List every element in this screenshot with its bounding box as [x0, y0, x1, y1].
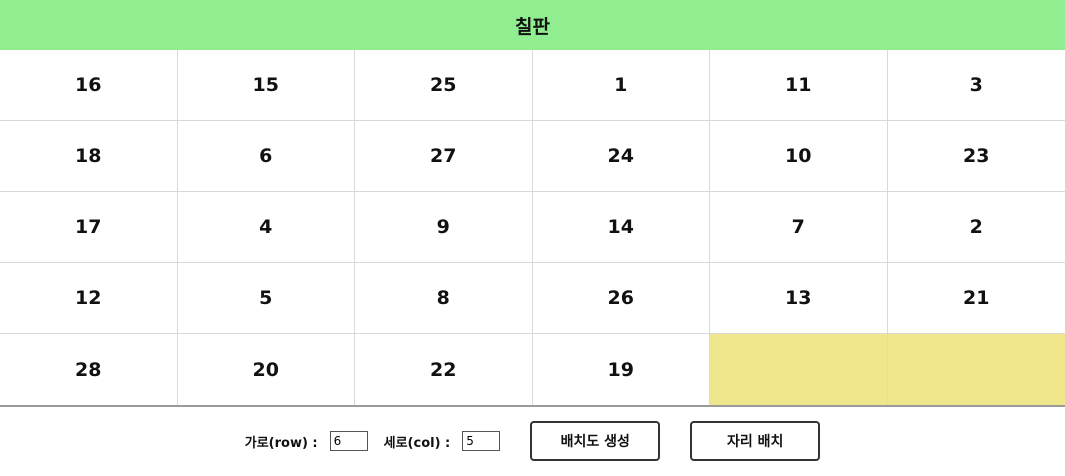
- seat-cell: 14: [532, 192, 710, 263]
- col-control: 세로(col) :: [384, 431, 501, 451]
- seat-cell: 1: [532, 50, 710, 121]
- seat-cell: 11: [710, 50, 888, 121]
- seat-cell: 24: [532, 121, 710, 192]
- seat-cell: 17: [0, 192, 178, 263]
- row-input[interactable]: [329, 431, 368, 451]
- seat-cell: 2: [887, 192, 1065, 263]
- seat-cell: 19: [532, 334, 710, 405]
- seat-cell: 7: [710, 192, 888, 263]
- seat-cell: 16: [0, 50, 178, 121]
- blackboard-header: 칠판: [0, 0, 1065, 50]
- seat-cell: 21: [887, 263, 1065, 334]
- seat-cell: 25: [355, 50, 533, 121]
- col-input[interactable]: [462, 431, 501, 451]
- seat-cell: 4: [177, 192, 355, 263]
- seat-cell: 13: [710, 263, 888, 334]
- seat-cell: 15: [177, 50, 355, 121]
- col-label: 세로(col) :: [383, 435, 451, 451]
- seat-cell: 12: [0, 263, 178, 334]
- generate-layout-button[interactable]: 배치도 생성: [530, 421, 661, 461]
- seat-cell: 5: [177, 263, 355, 334]
- seat-cell: 26: [532, 263, 710, 334]
- arrange-seats-button[interactable]: 자리 배치: [690, 421, 821, 461]
- seat-cell: 10: [710, 121, 888, 192]
- empty-seat: [710, 334, 888, 405]
- blackboard-title: 칠판: [515, 15, 550, 38]
- empty-seat: [887, 334, 1065, 405]
- seat-grid: 16 15 25 1 11 3 18 6 27 24 10 23 17 4 9 14 7 2 12 5 8 26 13 21 2…: [0, 50, 1065, 407]
- row-control: 가로(row) :: [245, 431, 368, 451]
- seat-cell: 22: [355, 334, 533, 405]
- seat-cell: 18: [0, 121, 178, 192]
- seat-cell: 9: [355, 192, 533, 263]
- seat-cell: 28: [0, 334, 178, 405]
- seat-cell: 8: [355, 263, 533, 334]
- controls-bar: 가로(row) : 세로(col) : 배치도 생성 자리 배치: [0, 407, 1065, 475]
- seat-cell: 27: [355, 121, 533, 192]
- seat-cell: 23: [887, 121, 1065, 192]
- seat-cell: 6: [177, 121, 355, 192]
- seat-cell: 3: [887, 50, 1065, 121]
- row-label: 가로(row) :: [244, 435, 318, 451]
- seat-cell: 20: [177, 334, 355, 405]
